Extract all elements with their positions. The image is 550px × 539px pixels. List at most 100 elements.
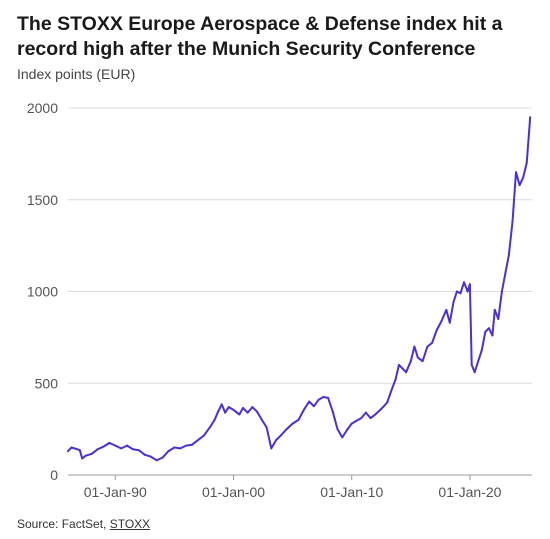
data-point	[232, 408, 235, 411]
y-tick-label: 500	[35, 375, 59, 391]
data-point	[303, 407, 306, 410]
data-point	[504, 272, 507, 275]
data-point	[491, 334, 494, 337]
data-point	[185, 444, 188, 447]
data-point	[149, 455, 152, 458]
x-tick-label: 01-Jan-10	[320, 484, 383, 500]
data-point	[401, 367, 404, 370]
data-point	[143, 453, 146, 456]
data-point	[114, 444, 117, 447]
x-tick-label: 01-Jan-00	[202, 484, 265, 500]
data-point	[511, 220, 514, 223]
data-point	[246, 411, 249, 414]
source-link-stoxx[interactable]: STOXX	[109, 517, 151, 531]
data-point	[493, 308, 496, 311]
data-point	[84, 454, 87, 457]
data-point	[260, 418, 263, 421]
data-point	[463, 281, 465, 284]
gridlines	[68, 107, 532, 476]
data-point	[518, 184, 521, 187]
data-point	[497, 318, 500, 320]
data-point	[102, 445, 105, 448]
data-point	[394, 378, 397, 381]
y-tick-label: 2000	[27, 100, 58, 116]
data-point	[455, 290, 458, 293]
data-point	[202, 434, 205, 437]
data-point	[285, 428, 288, 431]
data-point	[70, 446, 73, 449]
data-point	[317, 398, 320, 401]
data-point	[179, 447, 182, 450]
data-point	[529, 116, 532, 119]
x-tick-label: 01-Jan-20	[438, 484, 501, 500]
source-note: Source: FactSet, STOXX	[17, 517, 150, 531]
data-point	[81, 457, 84, 460]
data-point	[242, 407, 244, 409]
data-point	[251, 406, 254, 409]
data-point	[445, 308, 448, 311]
series-line	[67, 117, 532, 462]
chart-title: The STOXX Europe Aerospace & Defense ind…	[17, 13, 503, 60]
data-point	[279, 434, 282, 437]
data-point	[78, 449, 81, 452]
source-prefix: Source: FactSet,	[17, 517, 110, 531]
y-tick-label: 1500	[27, 192, 58, 208]
data-point	[421, 360, 424, 363]
data-point	[224, 411, 227, 414]
data-point	[448, 321, 451, 324]
data-point	[265, 426, 268, 429]
data-point	[75, 447, 78, 450]
data-point	[322, 396, 325, 398]
x-tick-labels: 01-Jan-90 01-Jan-00 01-Jan-10 01-Jan-20	[84, 475, 502, 500]
y-axis-label: Index points (EUR)	[17, 66, 136, 82]
data-point	[126, 444, 129, 447]
data-point	[297, 418, 300, 421]
data-point	[386, 401, 389, 404]
data-point	[108, 441, 111, 444]
data-point	[440, 319, 443, 322]
y-tick-label: 1000	[27, 284, 58, 300]
data-point	[308, 400, 311, 403]
data-point	[213, 418, 216, 421]
data-point	[341, 436, 344, 439]
data-point	[275, 439, 278, 442]
data-point	[291, 422, 294, 425]
data-point	[522, 176, 525, 179]
data-point	[431, 341, 434, 344]
data-point	[197, 439, 199, 442]
data-point	[270, 447, 273, 450]
data-point	[220, 403, 223, 406]
data-point	[426, 345, 429, 348]
y-tick-label: 0	[50, 467, 58, 483]
data-point	[468, 283, 471, 286]
data-point	[525, 162, 528, 165]
data-point	[167, 450, 170, 453]
data-point	[389, 391, 392, 394]
data-point	[435, 329, 438, 331]
data-point	[173, 446, 176, 449]
data-point	[416, 356, 419, 359]
data-point	[477, 360, 480, 363]
data-point	[90, 452, 93, 455]
data-point	[312, 405, 315, 408]
data-point	[484, 330, 487, 333]
data-point	[331, 410, 334, 413]
data-point	[473, 371, 476, 374]
data-point	[369, 417, 372, 420]
data-point	[470, 363, 473, 366]
data-point	[466, 290, 469, 293]
data-point	[515, 171, 517, 174]
data-point	[208, 426, 211, 429]
data-point	[350, 422, 353, 425]
data-point	[487, 327, 490, 330]
data-point	[336, 428, 339, 431]
data-point	[132, 448, 134, 451]
data-point	[191, 443, 194, 446]
data-point	[238, 413, 241, 416]
data-point	[413, 345, 416, 348]
data-point	[398, 363, 400, 366]
data-point	[327, 396, 330, 399]
data-point	[120, 447, 123, 450]
data-point	[155, 459, 158, 462]
